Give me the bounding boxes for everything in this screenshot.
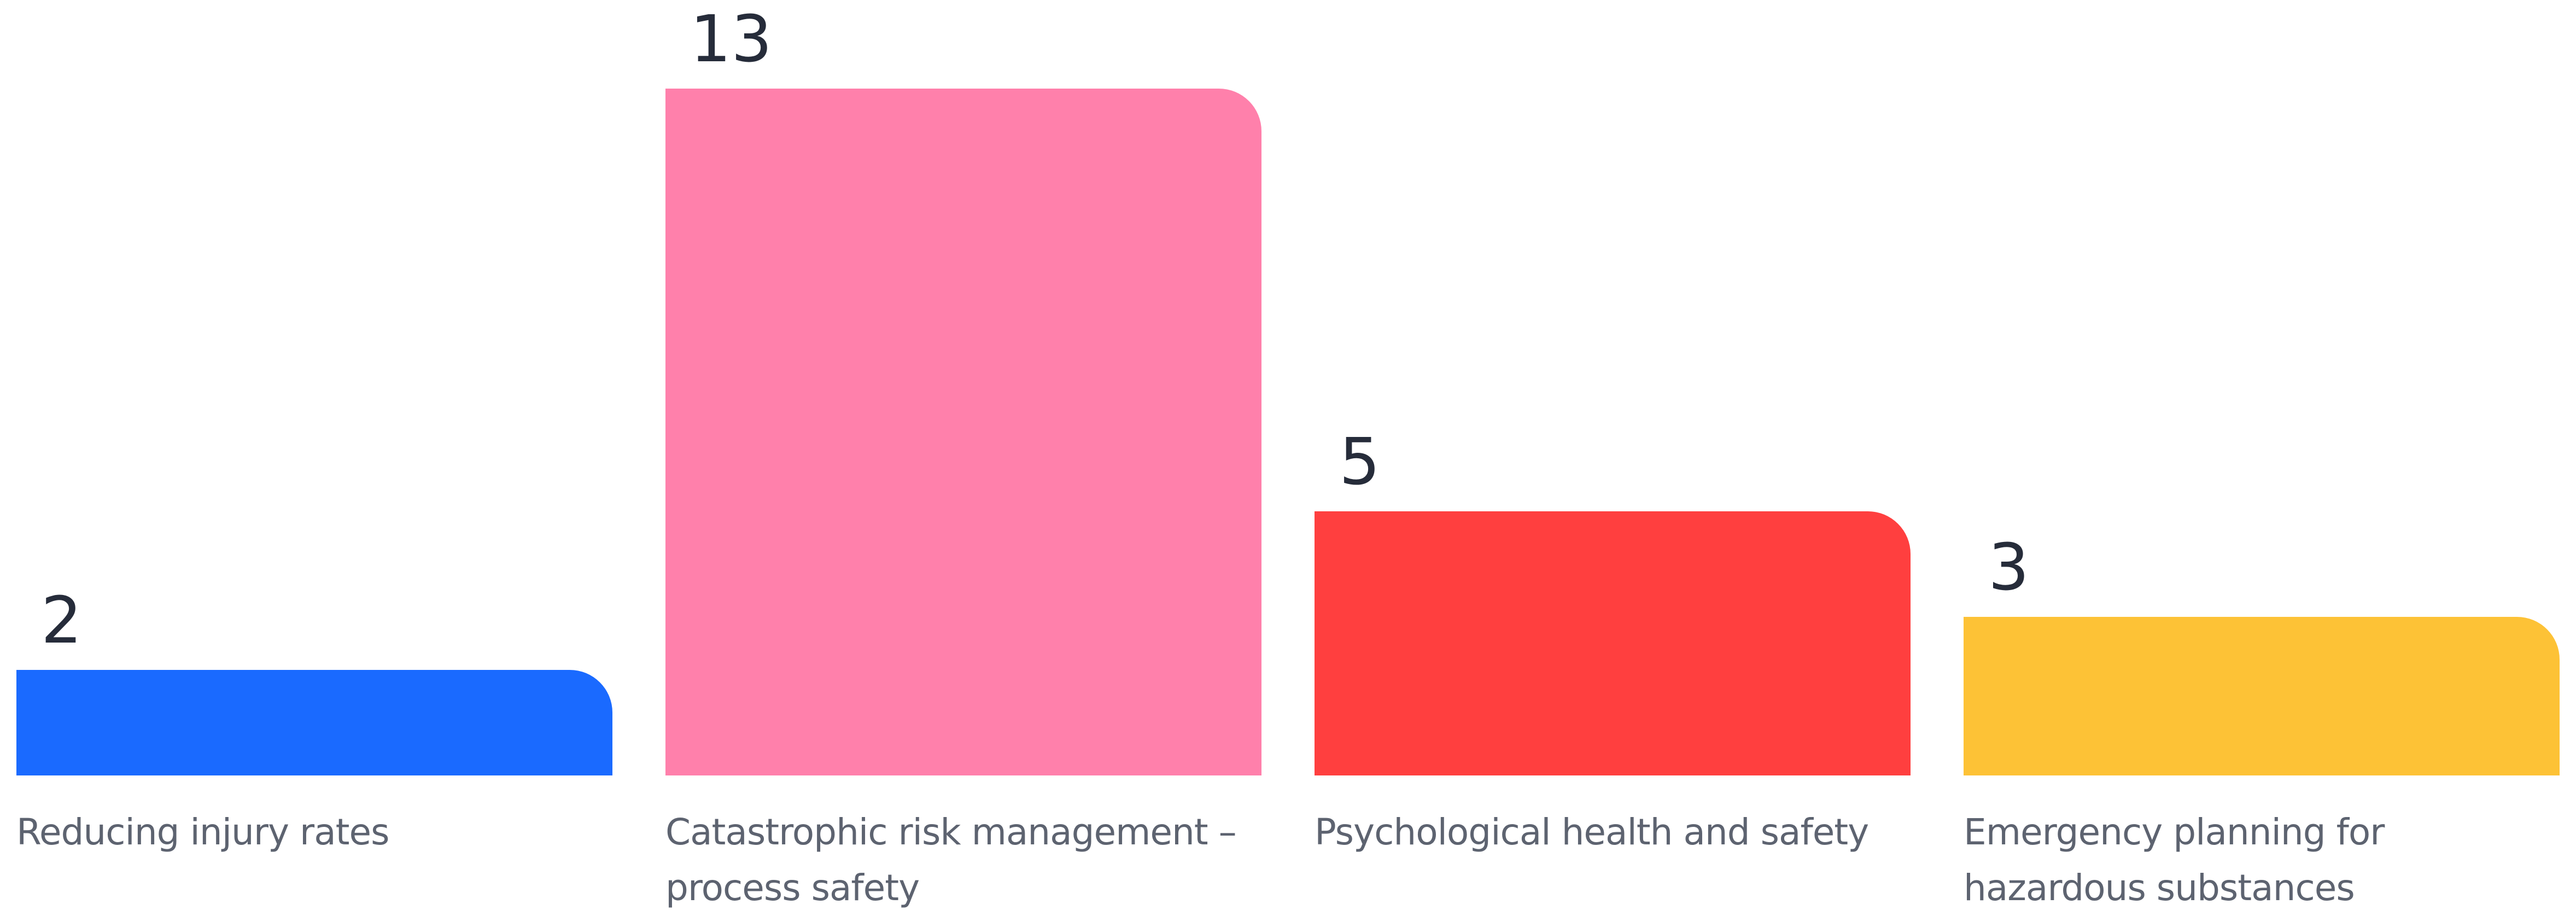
category-label: Catastrophic risk management – process s… [665,811,1237,909]
category-label: Reducing injury rates [16,811,390,853]
value-label: 5 [1339,423,1381,499]
bar [665,89,1261,775]
bar [16,669,612,775]
category-label: Psychological health and safety [1315,811,1869,853]
value-label: 3 [1988,529,2030,605]
value-label: 2 [41,582,83,658]
bar [1964,617,2560,775]
bar [1315,511,1911,775]
category-label: Emergency planning for hazardous substan… [1964,811,2385,909]
value-label: 13 [690,1,773,77]
